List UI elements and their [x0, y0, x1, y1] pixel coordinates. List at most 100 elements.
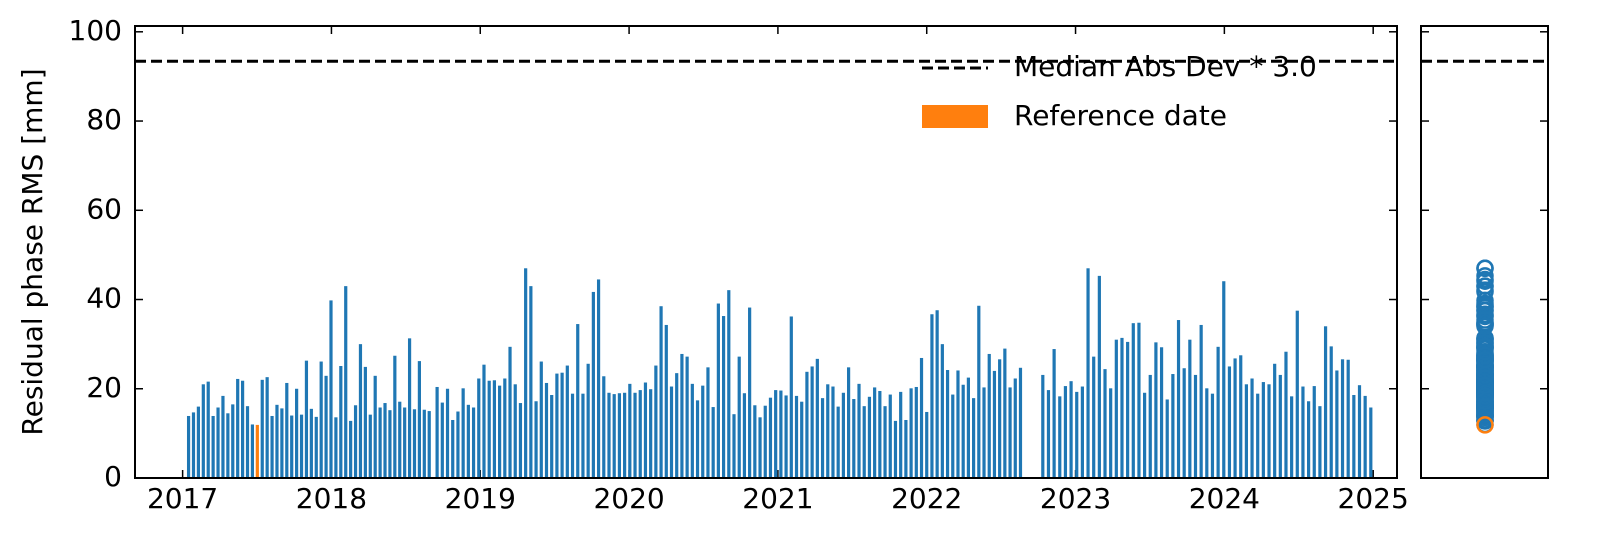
bar: [721, 316, 726, 478]
bar: [1295, 310, 1299, 478]
bar: [831, 386, 835, 478]
bar: [240, 380, 245, 478]
bar: [602, 376, 606, 478]
bar: [1335, 370, 1339, 478]
bar: [659, 306, 663, 478]
bar: [544, 382, 549, 478]
bar: [862, 406, 866, 478]
bar: [1137, 322, 1141, 478]
bar: [216, 407, 220, 478]
bar: [1357, 385, 1362, 478]
bar: [748, 307, 752, 478]
bar: [810, 366, 814, 478]
bar: [669, 386, 674, 478]
legend-label: Median Abs Dev * 3.0: [1014, 50, 1317, 83]
bar: [1126, 341, 1130, 478]
bar: [805, 371, 809, 478]
bar: [250, 424, 255, 478]
bar: [1352, 395, 1356, 478]
bar: [1097, 275, 1101, 478]
bar: [461, 388, 465, 478]
y-tick-label: 100: [69, 14, 122, 47]
bar: [623, 392, 627, 478]
x-tick-label: 2025: [1338, 482, 1409, 515]
bar: [1307, 401, 1311, 478]
bar: [518, 403, 523, 478]
bar: [961, 384, 965, 478]
y-tick-label: 60: [86, 192, 122, 225]
bar: [643, 382, 648, 478]
bar: [789, 316, 793, 478]
bar: [607, 392, 611, 478]
bar: [966, 377, 970, 478]
bar: [701, 385, 705, 478]
bar: [299, 414, 304, 478]
value-point: [1476, 398, 1494, 417]
bar: [591, 291, 595, 478]
bar: [581, 393, 585, 478]
bar: [1058, 396, 1062, 478]
bar: [909, 388, 913, 478]
bar: [841, 392, 845, 478]
value-point: [1476, 272, 1494, 290]
bar: [742, 393, 747, 478]
bar: [1159, 347, 1164, 478]
bar: [779, 390, 783, 478]
bar: [260, 379, 264, 478]
bar: [492, 380, 497, 478]
bar: [407, 338, 412, 478]
bar: [1205, 388, 1209, 478]
y-tick-label: 40: [86, 282, 122, 315]
bar: [1261, 382, 1265, 478]
bar: [695, 400, 700, 478]
bar: [836, 406, 840, 478]
bar: [339, 366, 343, 478]
bar: [857, 383, 861, 478]
bar: [1103, 369, 1107, 478]
bar: [1182, 368, 1186, 478]
bar: [1318, 406, 1322, 478]
bar: [393, 355, 397, 478]
value-point: [1476, 351, 1494, 369]
bar: [560, 372, 564, 478]
bar: [732, 414, 736, 478]
bar: [925, 411, 929, 478]
x-tick-label: 2020: [593, 482, 664, 515]
x-tick-label: 2021: [742, 482, 813, 515]
bar: [716, 303, 720, 478]
bar: [226, 413, 230, 478]
bar: [329, 300, 333, 478]
bar: [1063, 386, 1068, 478]
bar: [820, 398, 825, 478]
bar: [1080, 386, 1084, 478]
bar: [649, 389, 653, 478]
bar: [1114, 339, 1118, 478]
bar: [1273, 363, 1277, 478]
bar: [466, 404, 470, 478]
bar: [221, 395, 225, 478]
x-tick-label: 2019: [445, 482, 516, 515]
bar: [1250, 378, 1254, 478]
bar: [982, 387, 986, 478]
bar: [628, 383, 632, 478]
bar: [570, 393, 575, 478]
bar: [368, 414, 372, 478]
bar: [1176, 320, 1181, 478]
bar: [255, 424, 259, 478]
bar: [1092, 356, 1096, 478]
bar: [191, 412, 196, 478]
bar: [353, 405, 358, 478]
bar: [774, 390, 778, 478]
bar: [940, 344, 944, 478]
bar: [815, 358, 819, 478]
bar: [737, 356, 741, 478]
bar: [309, 408, 313, 478]
bar: [1075, 391, 1079, 478]
bar: [930, 314, 934, 478]
bar: [675, 373, 679, 478]
bar: [612, 394, 616, 478]
bar: [1086, 268, 1090, 478]
bar: [878, 390, 882, 478]
bar: [935, 310, 939, 478]
bar: [324, 375, 328, 478]
